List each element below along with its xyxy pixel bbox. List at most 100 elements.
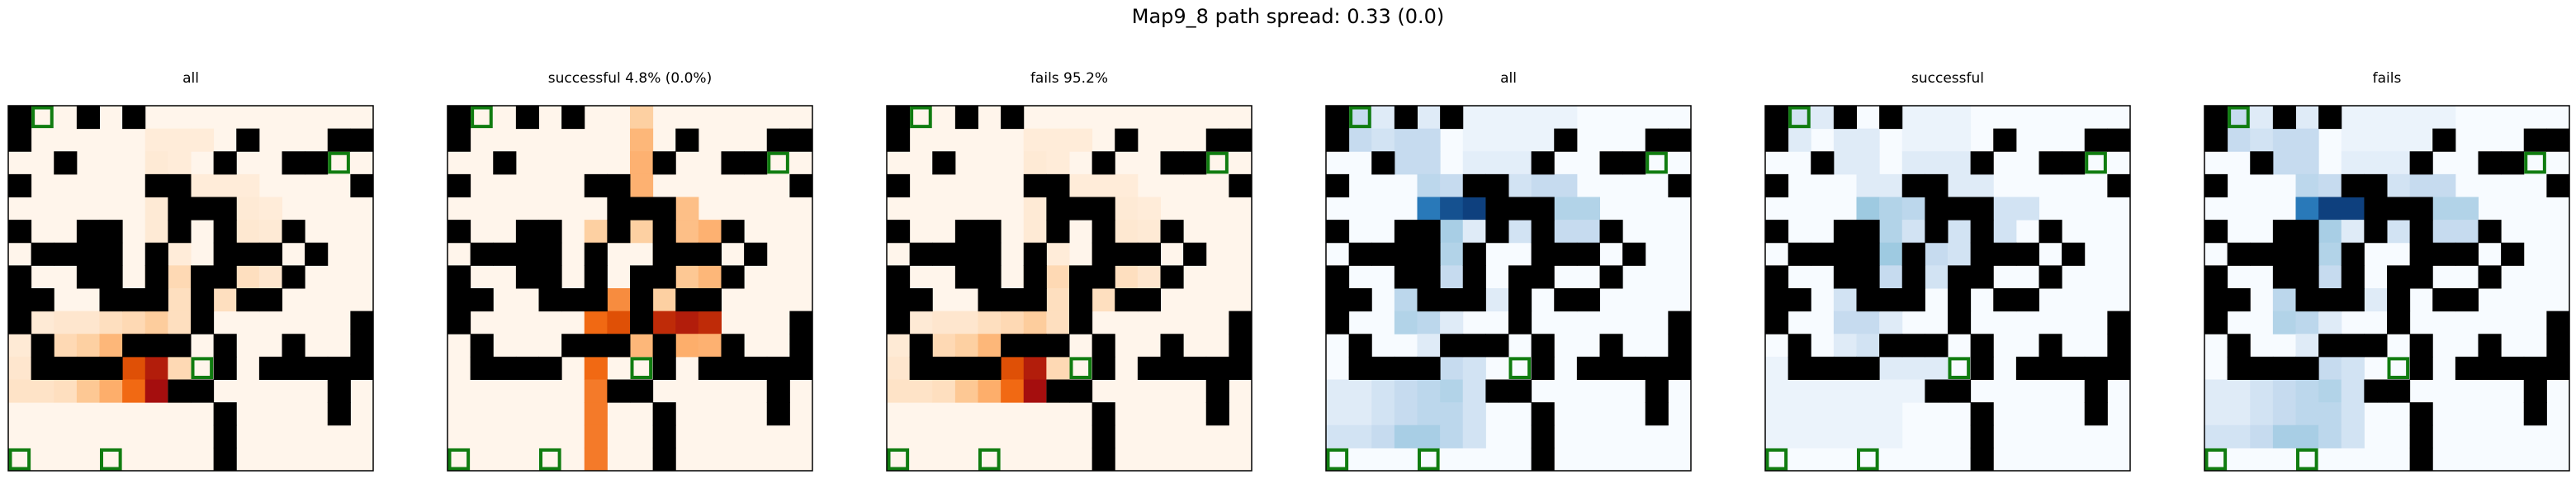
heatmap-cell	[2295, 128, 2319, 152]
wall-cell	[744, 242, 768, 266]
wall-cell	[2227, 288, 2251, 312]
heatmap-cell	[2455, 220, 2479, 244]
heatmap-cell	[2204, 424, 2228, 448]
wall-cell	[1811, 242, 1835, 266]
wall-cell	[493, 242, 517, 266]
heatmap-cell	[1069, 128, 1093, 152]
heatmap-cell	[954, 311, 978, 334]
wall-cell	[213, 424, 237, 448]
wall-cell	[122, 334, 146, 358]
wall-cell	[887, 265, 911, 289]
wall-cell	[2409, 151, 2433, 175]
heatmap-cell	[1001, 356, 1025, 380]
wall-cell	[2295, 265, 2319, 289]
wall-cell	[1901, 288, 1925, 312]
wall-cell	[2546, 311, 2570, 334]
wall-cell	[76, 106, 100, 130]
wall-cell	[350, 128, 374, 152]
wall-cell	[1531, 242, 1555, 266]
heatmap-cell	[1901, 220, 1925, 244]
heatmap-cell	[1023, 197, 1047, 221]
heatmap-cell	[2015, 197, 2039, 221]
heatmap-cell	[258, 220, 282, 244]
heatmap-cell	[1440, 173, 1464, 197]
heatmap-cell	[1856, 128, 1880, 152]
wall-cell	[2039, 356, 2062, 380]
wall-cell	[2455, 288, 2479, 312]
wall-cell	[2523, 402, 2547, 426]
heatmap-cell	[652, 288, 676, 312]
heatmap-cell	[1856, 424, 1880, 448]
wall-cell	[2409, 356, 2433, 380]
heatmap-cell	[1485, 128, 1509, 152]
heatmap-cell	[1833, 379, 1857, 403]
panel-border	[2204, 105, 2570, 472]
heatmap-cell	[2272, 151, 2296, 175]
wall-cell	[327, 379, 351, 403]
heatmap-cell	[1440, 242, 1464, 266]
heatmap-cell	[2318, 265, 2342, 289]
heatmap-cell	[1326, 424, 1350, 448]
marker-square	[1349, 106, 1371, 129]
wall-cell	[191, 265, 215, 289]
wall-cell	[1326, 106, 1350, 130]
wall-cell	[305, 242, 329, 266]
wall-cell	[978, 356, 1002, 380]
wall-cell	[1348, 288, 1372, 312]
heatmap-cell	[1879, 173, 1903, 197]
wall-cell	[607, 220, 631, 244]
wall-cell	[1371, 356, 1395, 380]
heatmap-panel-6: fails	[2204, 70, 2570, 472]
marker-square	[328, 151, 350, 174]
wall-cell	[1901, 265, 1925, 289]
wall-cell	[1046, 334, 1070, 358]
wall-cell	[1205, 402, 1229, 426]
heatmap-cell	[1091, 173, 1115, 197]
wall-cell	[887, 128, 911, 152]
heatmap-cell	[1440, 311, 1464, 334]
wall-cell	[305, 151, 329, 175]
heatmap-cell	[2250, 106, 2274, 130]
wall-cell	[2409, 242, 2433, 266]
wall-cell	[1160, 265, 1184, 289]
heatmap-cell	[2318, 311, 2342, 334]
heatmap-cell	[2318, 197, 2342, 221]
heatmap-cell	[1811, 402, 1835, 426]
heatmap-cell	[1462, 356, 1486, 380]
heatmap-cell	[630, 220, 654, 244]
wall-cell	[1160, 334, 1184, 358]
wall-cell	[2015, 242, 2039, 266]
wall-cell	[258, 356, 282, 380]
wall-cell	[2341, 173, 2365, 197]
heatmap-cell	[630, 151, 654, 175]
wall-cell	[2084, 402, 2108, 426]
wall-cell	[1137, 356, 1161, 380]
wall-cell	[327, 402, 351, 426]
wall-cell	[99, 356, 123, 380]
wall-cell	[1765, 128, 1789, 152]
wall-cell	[2062, 242, 2086, 266]
wall-cell	[1069, 288, 1093, 312]
wall-cell	[2409, 448, 2433, 472]
heatmap-cell	[1115, 173, 1139, 197]
wall-cell	[1371, 242, 1395, 266]
wall-cell	[282, 220, 305, 244]
heatmap-cell	[2295, 151, 2319, 175]
wall-cell	[2015, 356, 2039, 380]
heatmap-cell	[1833, 402, 1857, 426]
wall-cell	[1462, 288, 1486, 312]
heatmap-cell	[2432, 197, 2456, 221]
wall-cell	[1970, 242, 1994, 266]
wall-cell	[584, 265, 608, 289]
wall-cell	[1554, 242, 1578, 266]
wall-cell	[8, 265, 32, 289]
heatmap-cell	[1046, 128, 1070, 152]
heatmap-cell	[1993, 220, 2017, 244]
wall-cell	[1833, 265, 1857, 289]
wall-cell	[698, 356, 722, 380]
heatmap-cell	[1925, 106, 1949, 130]
heatmap-cell	[2409, 128, 2433, 152]
heatmap-cell	[76, 379, 100, 403]
heatmap-cell	[1788, 128, 1811, 152]
wall-cell	[1485, 173, 1509, 197]
